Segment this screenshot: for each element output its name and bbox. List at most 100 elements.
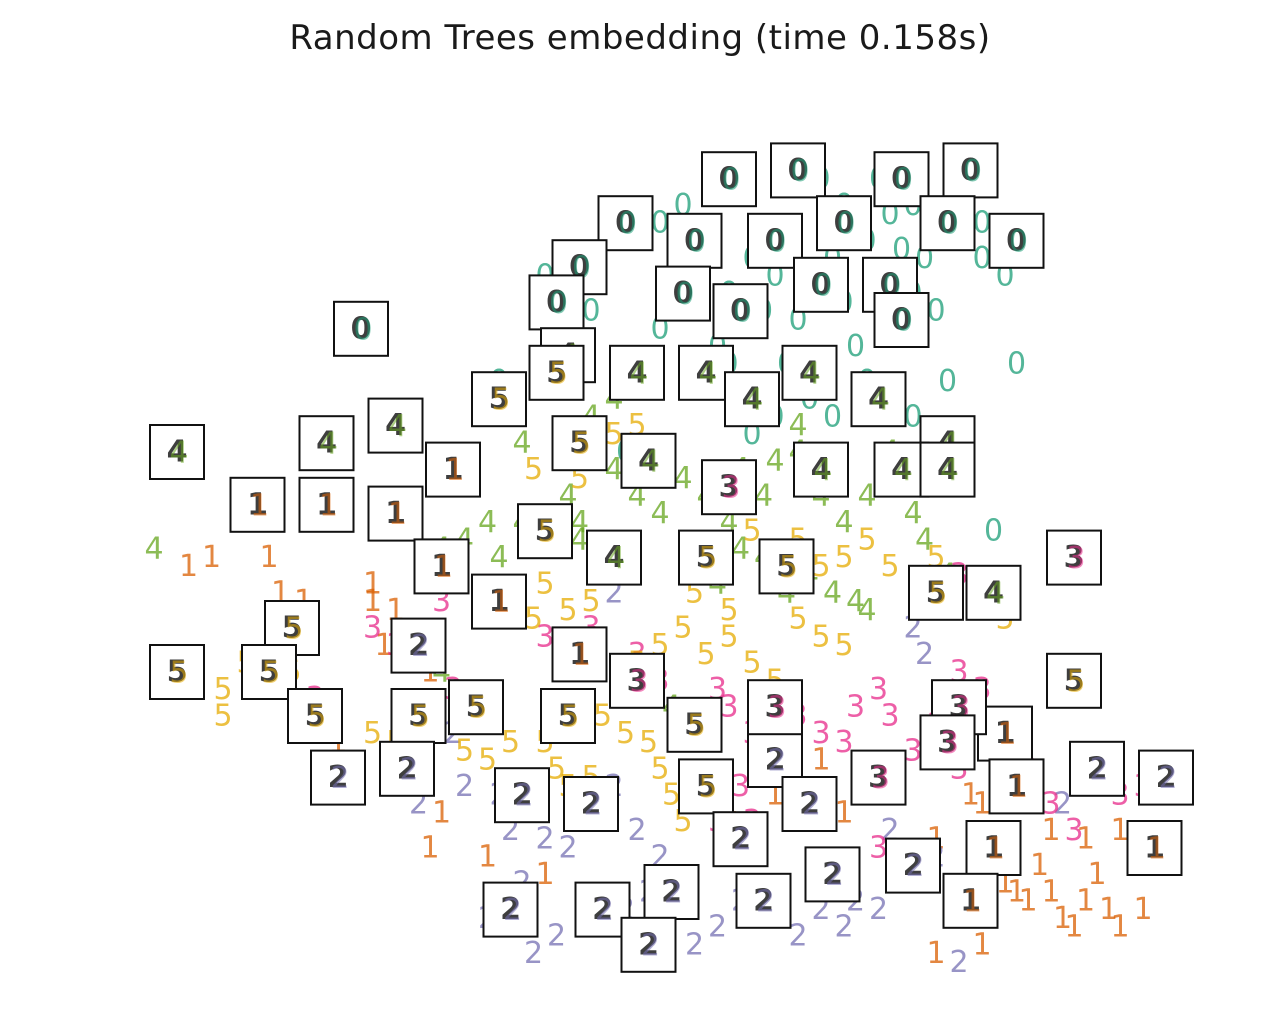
thumbnail-digit: 0 [673,276,694,311]
digit-point-5: 5 [604,417,623,452]
thumbnail-digit: 3 [868,760,889,795]
thumbnail-digit-color: 1 [491,585,510,620]
thumbnail-digit-color: 3 [767,691,786,726]
thumbnail-frame [310,749,366,806]
thumbnail-frame [517,503,573,560]
digit-point-2: 2 [558,831,577,866]
thumbnail-frame [988,758,1045,815]
thumbnail-digit-color: 4 [641,444,660,479]
thumbnail-digit: 2 [765,743,786,778]
thumbnail-digit-color: 0 [940,207,959,242]
thumbnail-frame [448,679,504,736]
digit-thumbnail-2: 22 [1069,740,1125,797]
digit-point-4: 4 [489,540,508,575]
digit-point-5: 5 [547,751,566,786]
thumbnail-digit-color: 2 [664,876,683,911]
digit-point-4: 4 [144,531,163,566]
digit-point-0: 0 [1007,347,1026,382]
thumbnail-frame [367,397,424,454]
thumbnail-frame [149,424,205,480]
thumbnail-digit-color: 2 [767,744,786,779]
thumbnail-digit-color: 4 [940,453,959,488]
thumbnail-digit: 0 [891,162,912,197]
digit-point-3: 3 [869,672,888,707]
digit-thumbnail-0: 00 [816,195,872,252]
digit-point-5: 5 [535,567,554,602]
thumbnail-digit: 1 [960,883,981,918]
thumbnail-digit: 1 [385,496,406,531]
digit-point-1: 1 [1041,875,1060,910]
thumbnail-digit-color: 1 [1009,770,1028,805]
thumbnail-digit-color: 4 [894,453,913,488]
thumbnail-digit-color: 5 [261,656,280,691]
digit-point-4: 4 [915,523,934,558]
thumbnail-digit-color: 0 [733,295,752,330]
thumbnail-digit: 2 [661,875,682,910]
digit-point-4: 4 [604,452,623,487]
digit-thumbnail-0: 00 [597,195,654,252]
thumbnail-frame [413,538,470,595]
thumbnail-digit: 2 [328,760,349,795]
thumbnail-frame [1138,749,1194,806]
thumbnail-digit: 5 [558,699,579,734]
thumbnail-frame [586,529,642,586]
thumbnail-digit-color: 5 [698,541,717,576]
digit-thumbnail-2: 22 [310,749,366,806]
thumbnail-frame [701,151,757,208]
thumbnail-digit: 2 [581,787,602,822]
digit-point-2: 2 [869,892,888,927]
thumbnail-digit: 1 [1144,831,1165,866]
digit-point-1: 1 [432,795,451,830]
chart-title: Random Trees embedding (time 0.158s) [289,18,991,58]
thumbnail-frame [471,371,527,428]
digit-point-1: 1 [478,839,497,874]
thumbnail-digit-color: 0 [963,154,982,189]
thumbnail-frame [379,740,435,797]
thumbnail-digit: 0 [811,267,832,302]
digit-thumbnail-0: 00 [942,142,999,199]
thumbnail-frame [471,573,527,630]
thumbnail-digit-color: 4 [629,356,648,391]
thumbnail-digit-color: 0 [353,312,372,347]
thumbnail-frame [758,538,815,595]
thumbnail-digit: 1 [1006,769,1027,804]
thumbnail-frame [551,415,608,472]
digit-thumbnail-1: 11 [471,573,527,630]
digit-point-5: 5 [719,619,738,654]
thumbnail-digit: 4 [638,443,659,478]
thumbnail-digit: 5 [1064,663,1085,698]
digit-point-4: 4 [846,584,865,619]
thumbnail-frame [1046,652,1102,709]
thumbnail-digit: 2 [408,628,429,663]
thumbnail-frame [908,564,964,621]
digit-point-4: 4 [673,461,692,496]
thumbnail-digit-color: 0 [675,277,694,312]
thumbnail-frame [390,617,447,674]
thumbnail-digit: 3 [765,690,786,725]
digit-point-3: 3 [846,690,865,725]
digit-point-5: 5 [455,734,474,769]
thumbnail-digit-color: 2 [411,629,430,664]
thumbnail-digit-color: 5 [284,612,303,647]
thumbnail-digit: 0 [719,162,740,197]
thumbnail-frame [229,476,286,533]
thumbnail-frame [643,864,700,920]
thumbnail-digit: 5 [489,382,510,417]
thumbnail-digit: 5 [305,699,326,734]
digit-point-1: 1 [363,567,382,602]
digit-point-1: 1 [1076,883,1095,918]
digit-point-1: 1 [1018,883,1037,918]
digit-point-2: 2 [949,945,968,980]
digit-point-2: 2 [788,919,807,954]
digit-point-3: 3 [363,611,382,646]
digit-point-5: 5 [558,593,577,628]
digit-point-1: 1 [179,549,198,584]
thumbnail-digit-color: 1 [388,497,407,532]
thumbnail-frame [747,679,803,736]
thumbnail-frame [770,142,826,199]
thumbnail-digit-color: 0 [894,163,913,198]
digit-thumbnail-1: 11 [965,820,1022,876]
thumbnail-frame [873,292,930,348]
thumbnail-digit: 2 [397,751,418,786]
